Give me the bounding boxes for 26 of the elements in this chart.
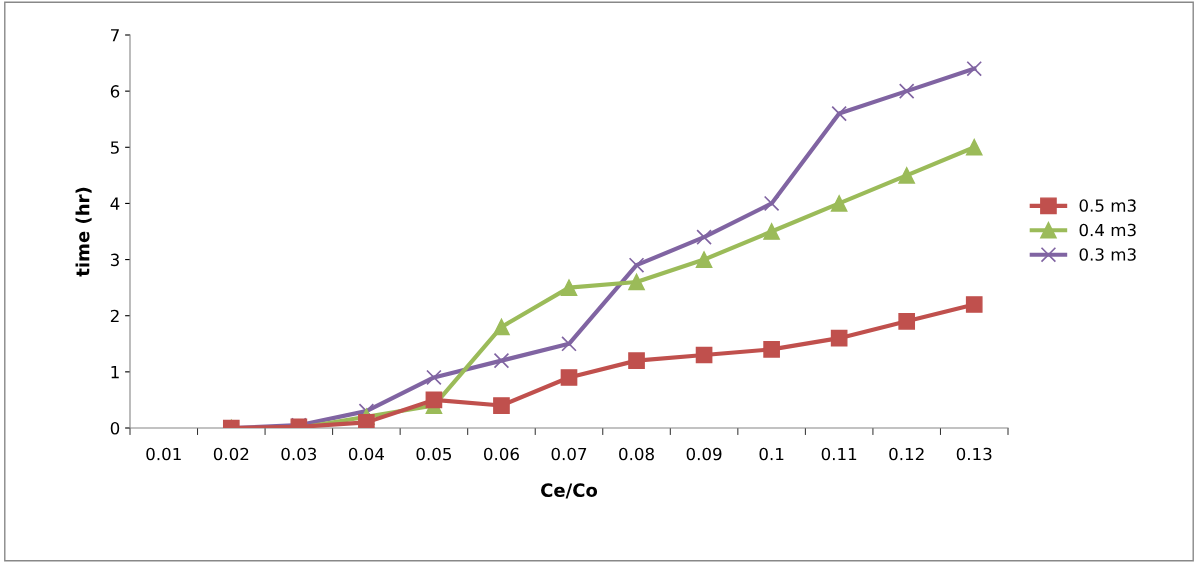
legend-label: 0.3 m3 [1079, 248, 1136, 261]
y-tick-label: 4 [110, 197, 120, 210]
x-tick-label: 0.09 [686, 447, 722, 461]
y-axis-title: time (hr) [75, 187, 92, 277]
x-tick-label: 0.04 [348, 447, 384, 461]
x-tick-label: 0.1 [759, 447, 784, 461]
legend-label: 0.4 m3 [1079, 223, 1136, 237]
y-tick-label: 5 [110, 141, 119, 154]
legend-label: 0.5 m3 [1079, 199, 1136, 212]
y-tick-label: 2 [110, 309, 119, 323]
x-tick-label: 0.01 [146, 447, 181, 461]
y-tick-label: 0 [110, 421, 120, 435]
x-tick-label: 0.11 [821, 447, 857, 461]
y-tick-label: 6 [110, 85, 120, 98]
y-tick-label: 1 [111, 366, 119, 379]
y-tick-label: 7 [111, 29, 119, 42]
x-tick-label: 0.05 [416, 447, 452, 461]
x-tick-label: 0.08 [619, 447, 654, 461]
x-tick-label: 0.06 [484, 447, 519, 461]
x-tick-label: 0.03 [281, 447, 317, 461]
x-tick-label: 0.12 [889, 447, 924, 461]
x-tick-label: 0.13 [956, 447, 992, 461]
y-tick-label: 3 [110, 253, 119, 267]
x-tick-label: 0.02 [213, 447, 249, 461]
x-tick-label: 0.07 [551, 447, 587, 461]
x-axis-title: Ce/Co [541, 483, 598, 499]
